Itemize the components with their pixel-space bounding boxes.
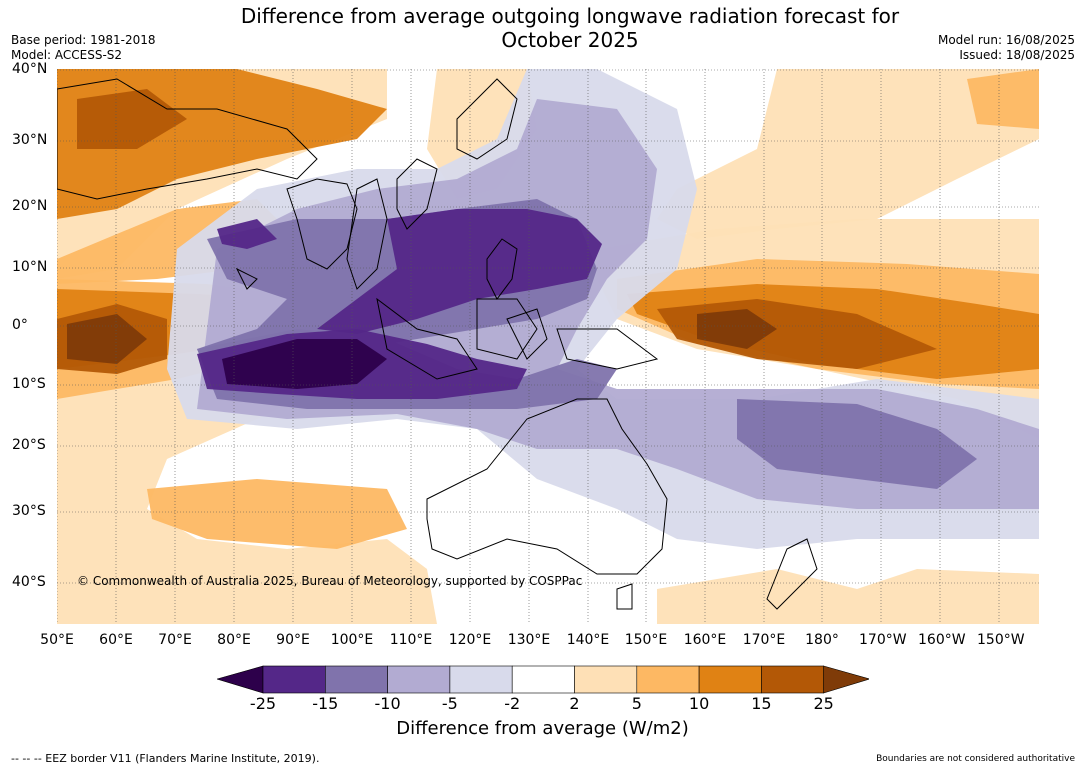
colorbar-label: Difference from average (W/m2) — [396, 718, 689, 739]
latitude-label: 10°N — [12, 259, 48, 275]
model-text: Model: ACCESS-S2 — [11, 48, 123, 62]
coastlines — [57, 78, 818, 610]
graticule — [57, 69, 1039, 624]
colorbar-tick-label: -5 — [441, 694, 458, 713]
colorbar-swatch — [387, 665, 451, 694]
longitude-label: 130°E — [507, 632, 551, 648]
latitude-label: 40°S — [12, 574, 46, 590]
title-line-2: October 2025 — [501, 28, 639, 52]
colorbar-swatch — [574, 665, 638, 694]
colorbar — [217, 665, 869, 694]
longitude-label: 150°W — [977, 632, 1025, 648]
model-run-text: Model run: 16/08/2025 — [937, 33, 1075, 47]
latitude-label: 10°S — [12, 376, 46, 392]
copyright-text: © Commonwealth of Australia 2025, Bureau… — [77, 574, 582, 588]
longitude-label: 70°E — [158, 632, 192, 648]
colorbar-swatch — [325, 665, 388, 694]
longitude-label: 100°E — [330, 632, 374, 648]
latitude-label: 30°N — [12, 132, 48, 148]
longitude-label: 150°E — [624, 632, 668, 648]
colorbar-swatch — [449, 665, 513, 694]
colorbar-tick-label: 25 — [813, 694, 834, 713]
longitude-label: 110°E — [389, 632, 433, 648]
eez-note: -- -- -- EEZ border V11 (Flanders Marine… — [11, 752, 320, 765]
longitude-label: 60°E — [99, 632, 133, 648]
latitude-label: 20°S — [12, 437, 46, 453]
longitude-label: 160°E — [683, 632, 727, 648]
colorbar-max-arrow — [823, 665, 869, 694]
latitude-label: 20°N — [12, 198, 48, 214]
colorbar-swatch — [636, 665, 700, 694]
colorbar-tick-label: 2 — [569, 694, 580, 713]
longitude-label: 90°E — [276, 632, 310, 648]
base-period-text: Base period: 1981-2018 — [11, 33, 156, 47]
colorbar-swatch — [511, 665, 575, 694]
anomaly-map: © Commonwealth of Australia 2025, Bureau… — [57, 69, 1039, 624]
title-line-1: Difference from average outgoing longwav… — [240, 4, 900, 28]
colorbar-tick-label: -2 — [504, 694, 521, 713]
chart-title: Difference from average outgoing longwav… — [0, 4, 1085, 52]
colorbar-tick-label: 15 — [751, 694, 772, 713]
longitude-label: 140°E — [566, 632, 610, 648]
colorbar-tick-label: -10 — [374, 694, 401, 713]
colorbar-tick-label: 5 — [631, 694, 642, 713]
longitude-label: 170°W — [859, 632, 907, 648]
longitude-label: 50°E — [40, 632, 74, 648]
longitude-label: 80°E — [217, 632, 251, 648]
colorbar-swatch — [698, 665, 762, 694]
anomaly-fill-layer — [57, 69, 1039, 624]
latitude-label: 30°S — [12, 503, 46, 519]
colorbar-swatch — [761, 665, 825, 694]
issued-text: Issued: 18/08/2025 — [959, 48, 1075, 62]
longitude-label: 170°E — [742, 632, 786, 648]
latitude-label: 40°N — [12, 61, 48, 77]
latitude-label: 0° — [12, 317, 28, 333]
longitude-label: 120°E — [448, 632, 492, 648]
longitude-label: 180° — [805, 632, 839, 648]
colorbar-tick-label: 10 — [688, 694, 710, 713]
longitude-label: 160°W — [918, 632, 966, 648]
colorbar-tick-label: -25 — [249, 694, 277, 713]
boundaries-note: Boundaries are not considered authoritat… — [876, 754, 1075, 764]
colorbar-min-arrow — [217, 665, 264, 694]
colorbar-swatch — [262, 665, 326, 694]
colorbar-tick-label: -15 — [312, 694, 339, 713]
